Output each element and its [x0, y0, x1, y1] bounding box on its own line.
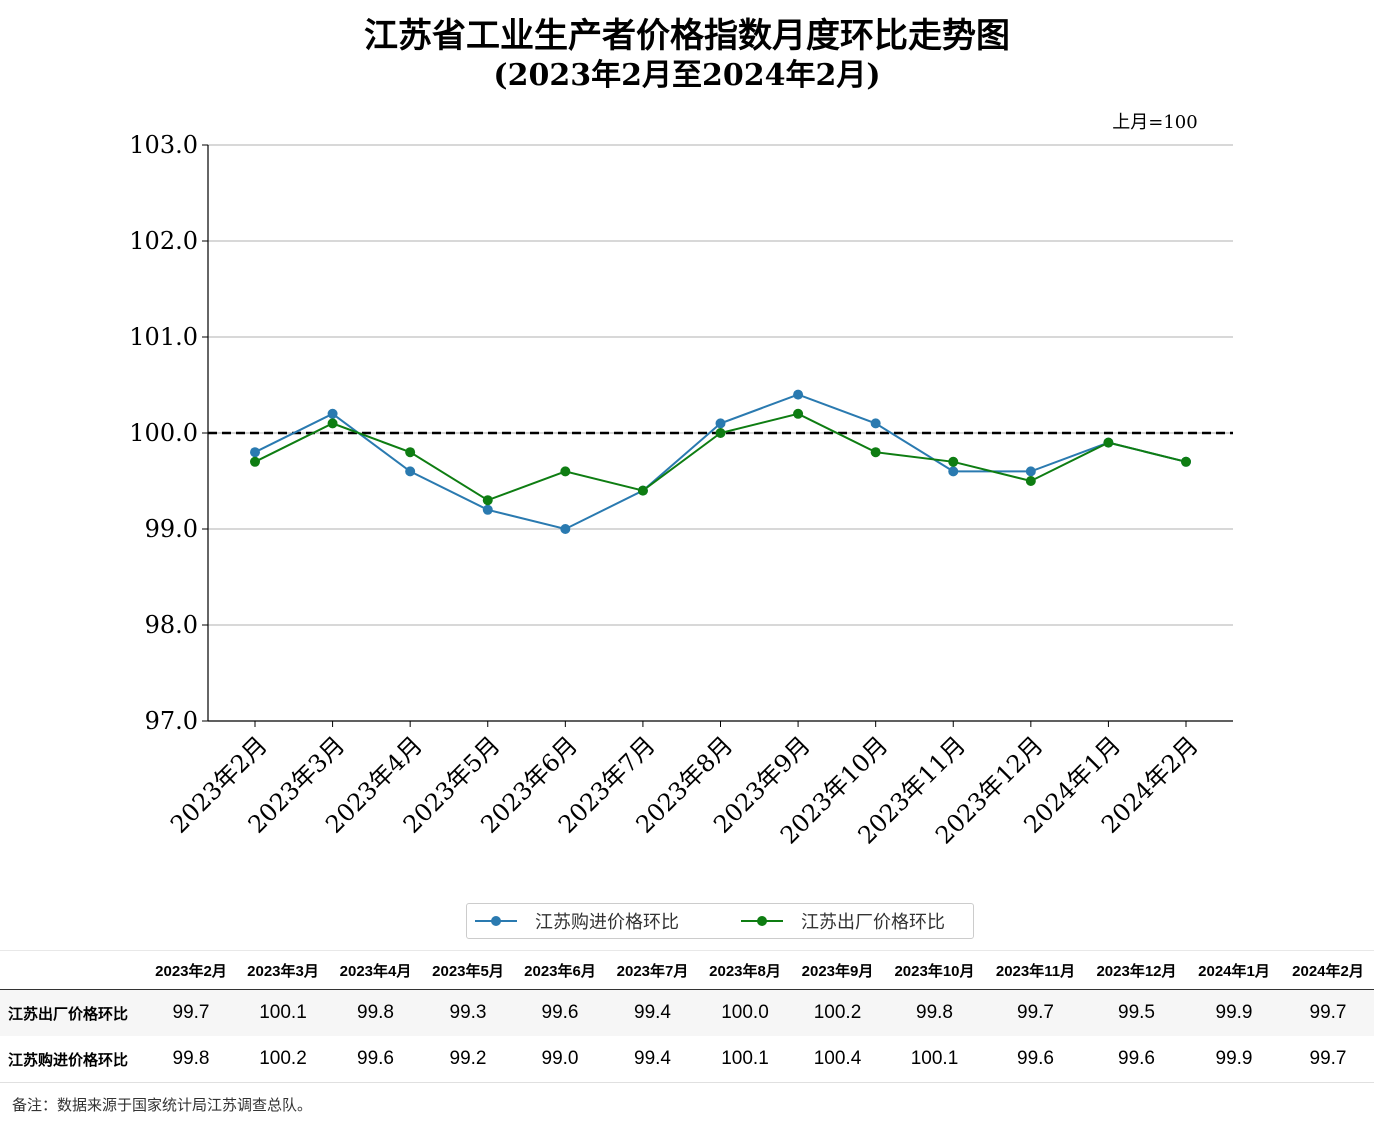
table-cell: 99.2 [422, 1036, 514, 1083]
unit-label: 上月=100 [1112, 112, 1198, 133]
data-point-s1-2 [405, 447, 416, 458]
table-cell: 100.2 [791, 989, 884, 1036]
table-cell: 99.8 [884, 989, 985, 1036]
y-tick-label: 103.0 [129, 131, 198, 159]
y-tick-label: 98.0 [145, 611, 198, 639]
table-header-cell: 2023年10月 [884, 950, 985, 990]
table-header-cell: 2023年9月 [791, 950, 884, 990]
chart-title: 江苏省工业生产者价格指数月度环比走势图 [364, 16, 1010, 56]
table-cell: 99.9 [1187, 1036, 1281, 1083]
table-cell: 99.7 [1281, 1036, 1374, 1083]
table-cell: 99.7 [145, 989, 237, 1036]
footnote: 备注：数据来源于国家统计局江苏调查总队。 [12, 1096, 313, 1114]
data-point-s1-9 [948, 456, 959, 467]
data-point-s0-7 [793, 389, 804, 400]
table-cell: 100.1 [884, 1036, 985, 1083]
axes [202, 144, 1233, 727]
legend-label-purchase: 江苏购进价格环比 [535, 912, 679, 933]
data-point-s1-6 [715, 428, 726, 438]
table-header-cell: 2023年2月 [145, 950, 237, 990]
data-point-s1-1 [327, 418, 338, 429]
x-tick-labels: 2023年2月2023年3月2023年4月2023年5月2023年6月2023年… [165, 731, 1204, 850]
data-point-s1-4 [560, 466, 571, 477]
data-point-s1-7 [793, 408, 804, 419]
data-point-s1-0 [250, 456, 260, 467]
table-cell: 99.6 [329, 1036, 422, 1083]
table-header-cell: 2023年4月 [329, 950, 422, 990]
table-header-cell: 2024年2月 [1281, 950, 1374, 990]
table-cell: 100.2 [237, 1036, 329, 1083]
table-cell: 99.8 [329, 989, 422, 1036]
table-header-cell: 2023年7月 [606, 950, 699, 990]
y-tick-label: 99.0 [145, 515, 198, 543]
y-tick-label: 97.0 [145, 707, 198, 735]
table-cell: 99.8 [145, 1036, 237, 1083]
table-header-cell: 2023年12月 [1086, 950, 1187, 990]
data-point-s1-8 [870, 447, 881, 458]
table-row-label: 江苏出厂价格环比 [0, 989, 145, 1036]
table-row-label: 江苏购进价格环比 [0, 1036, 145, 1083]
table-cell: 99.4 [606, 1036, 699, 1083]
chart-subtitle: (2023年2月至2024年2月) [493, 58, 881, 93]
table-header-row: 2023年2月 2023年3月 2023年4月 2023年5月 2023年6月 2023年… [0, 950, 1374, 990]
table-cell: 99.6 [514, 989, 606, 1036]
table-header-cell: 2024年1月 [1187, 950, 1281, 990]
legend: 江苏购进价格环比 江苏出厂价格环比 [466, 903, 974, 939]
data-table: 2023年2月 2023年3月 2023年4月 2023年5月 2023年6月 2023年… [0, 950, 1374, 1083]
table-cell: 99.9 [1187, 989, 1281, 1036]
data-point-s1-3 [482, 495, 493, 506]
y-tick-label: 102.0 [129, 227, 198, 255]
legend-item-output: 江苏出厂价格环比 [741, 904, 945, 938]
table-header-cell: 2023年11月 [985, 950, 1086, 990]
table-cell: 100.4 [791, 1036, 884, 1083]
table-cell: 100.1 [237, 989, 329, 1036]
series-points [250, 389, 1191, 534]
y-tick-label: 101.0 [129, 323, 198, 351]
table-cell: 99.0 [514, 1036, 606, 1083]
table-header-cell: 2023年8月 [699, 950, 791, 990]
data-point-s0-3 [482, 504, 493, 515]
legend-label-output: 江苏出厂价格环比 [801, 912, 945, 933]
table-row: 江苏出厂价格环比 99.7 100.1 99.8 99.3 99.6 99.4 100.0 10… [0, 989, 1374, 1036]
data-point-s0-1 [327, 408, 338, 419]
y-tick-label: 100.0 [129, 419, 198, 447]
data-point-s0-2 [405, 466, 416, 477]
data-point-s0-8 [870, 418, 881, 429]
line-chart: 97.0 98.0 99.0 100.0 101.0 102.0 103.0 2023年2月… [129, 131, 1233, 850]
table-row: 江苏购进价格环比 99.8 100.2 99.6 99.2 99.0 99.4 100.1 10… [0, 1036, 1374, 1083]
legend-swatch-purchase [475, 916, 517, 926]
data-point-s1-11 [1103, 437, 1114, 448]
table-cell: 100.1 [699, 1036, 791, 1083]
table-cell: 100.0 [699, 989, 791, 1036]
series-line-0 [254, 393, 1187, 531]
series-lines [254, 393, 1187, 531]
table-header-cell: 2023年5月 [422, 950, 514, 990]
table-cell: 99.6 [985, 1036, 1086, 1083]
table-header-cell: 2023年3月 [237, 950, 329, 990]
data-point-s0-10 [1025, 466, 1036, 477]
data-point-s1-12 [1181, 456, 1191, 467]
data-point-s1-5 [637, 485, 648, 496]
table-cell: 99.5 [1086, 989, 1187, 1036]
table-cell: 99.7 [985, 989, 1086, 1036]
legend-swatch-output [741, 916, 783, 926]
data-point-s0-9 [948, 466, 959, 477]
data-point-s0-0 [250, 447, 260, 458]
data-point-s1-10 [1025, 476, 1036, 486]
data-point-s0-4 [560, 524, 571, 534]
table-cell: 99.4 [606, 989, 699, 1036]
table-header-cell: 2023年6月 [514, 950, 606, 990]
table-cell: 99.6 [1086, 1036, 1187, 1083]
table-corner-cell [0, 950, 145, 990]
data-point-s0-6 [715, 418, 726, 429]
table-cell: 99.3 [422, 989, 514, 1036]
y-tick-labels: 97.0 98.0 99.0 100.0 101.0 102.0 103.0 [129, 131, 198, 735]
table-cell: 99.7 [1281, 989, 1374, 1036]
legend-item-purchase: 江苏购进价格环比 [475, 904, 679, 938]
